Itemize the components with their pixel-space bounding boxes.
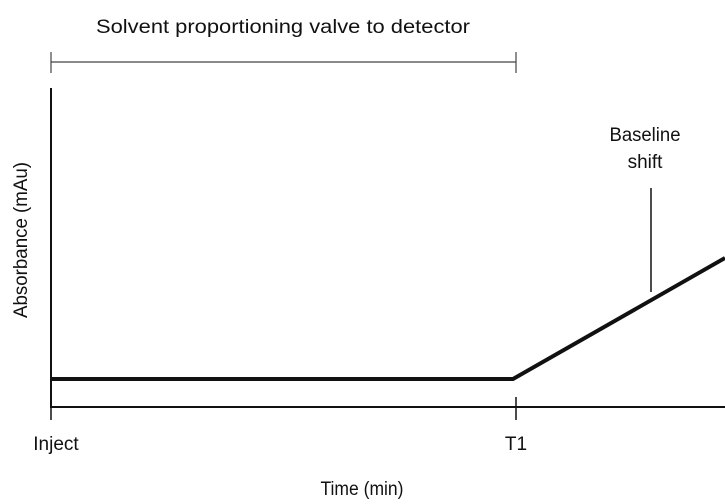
baseline-trace — [51, 256, 725, 381]
annotation-text: Baseline — [610, 125, 681, 146]
x-marker-label: T1 — [505, 434, 527, 455]
time-bracket — [50, 52, 517, 73]
x-marker-label: Inject — [33, 434, 79, 455]
y-axis-label: Absorbance (mAu) — [11, 162, 32, 318]
bracket-label: Solvent proportioning valve to detector — [96, 17, 471, 38]
annotation-text: shift — [628, 152, 664, 173]
x-axis-label: Time (min) — [321, 479, 404, 500]
